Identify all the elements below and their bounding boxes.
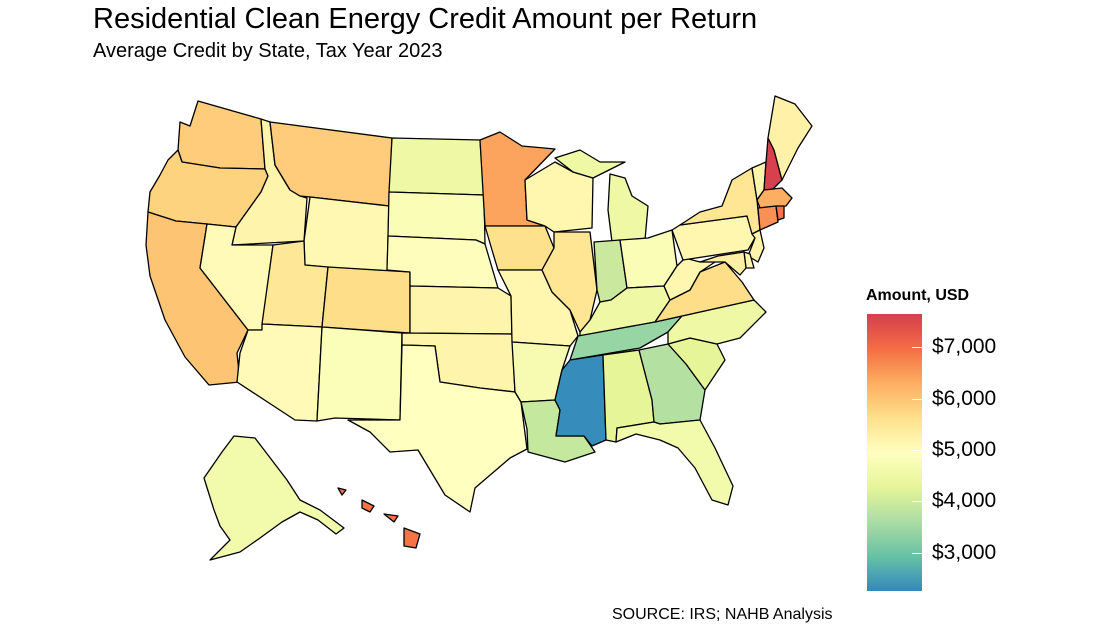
legend-tick-mark [912, 501, 922, 503]
state-ks [409, 285, 513, 335]
state-wi [524, 161, 594, 233]
state-nd [388, 137, 485, 196]
state-az [236, 323, 323, 422]
legend-tick-mark [912, 552, 922, 554]
legend-tick-mark [912, 449, 922, 451]
state-nm [316, 326, 403, 422]
state-ct [757, 205, 779, 231]
state-co [321, 266, 411, 334]
state-ak [203, 435, 345, 561]
state-hi [337, 487, 421, 549]
state-wa [177, 100, 266, 170]
map-title: Residential Clean Energy Credit Amount p… [93, 3, 758, 35]
map-subtitle: Average Credit by State, Tax Year 2023 [93, 40, 443, 62]
legend-tick-label: $4,000 [932, 489, 997, 513]
legend-title: Amount, USD [866, 287, 970, 304]
state-mi [554, 149, 649, 243]
legend-tick-mark [912, 398, 922, 400]
legend-tick-mark [912, 347, 922, 349]
state-ri [775, 205, 785, 221]
state-me [767, 95, 813, 181]
legend-tick-label: $3,000 [932, 540, 997, 564]
state-fl [615, 419, 734, 506]
state-nc [667, 299, 767, 345]
legend-tick-label: $5,000 [932, 437, 997, 461]
state-ms [554, 354, 607, 447]
legend-tick-label: $6,000 [932, 386, 997, 410]
legend-color-bar [867, 314, 922, 591]
source-caption: SOURCE: IRS; NAHB Analysis [612, 606, 833, 623]
state-md [699, 251, 747, 276]
legend-tick-label: $7,000 [932, 335, 997, 359]
state-il [541, 231, 598, 333]
state-ia [484, 225, 555, 271]
state-tx [347, 344, 528, 513]
state-wy [303, 196, 390, 274]
